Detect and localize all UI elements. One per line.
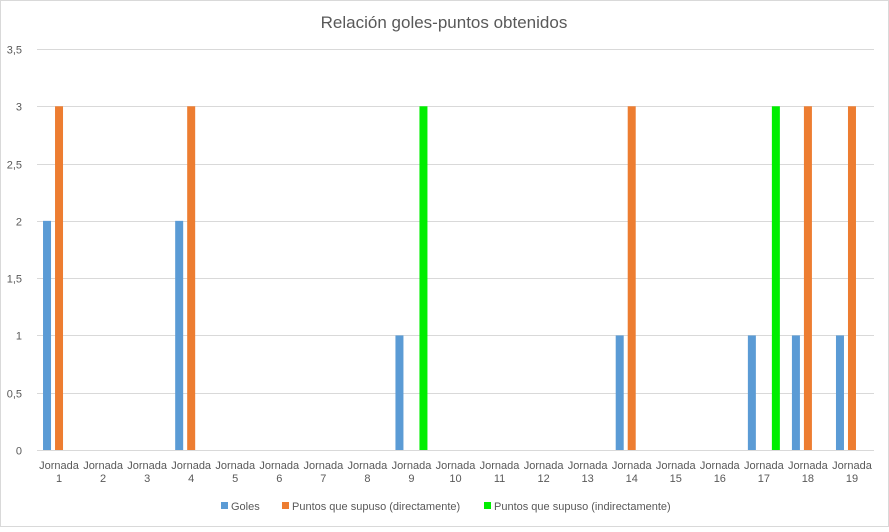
legend-label: Puntos que supuso (indirectamente) bbox=[494, 501, 671, 513]
x-tick-label: Jornada 14 bbox=[612, 460, 653, 485]
x-tick-label: Jornada 16 bbox=[700, 460, 741, 485]
y-tick-label: 3 bbox=[16, 102, 22, 114]
bar-1-jornada-1 bbox=[43, 220, 52, 450]
bar-3-jornada-17 bbox=[771, 106, 780, 451]
x-tick-label: Jornada 9 bbox=[392, 460, 433, 485]
x-tick-label: Jornada 19 bbox=[832, 460, 873, 485]
bar-2-jornada-14 bbox=[627, 106, 636, 451]
bar-1-jornada-19 bbox=[835, 335, 844, 450]
y-tick-label: 2 bbox=[16, 217, 22, 229]
x-tick-label: Jornada 6 bbox=[259, 460, 300, 485]
x-tick-label: Jornada 12 bbox=[524, 460, 565, 485]
y-tick-label: 0,5 bbox=[7, 389, 22, 401]
legend-swatch bbox=[484, 502, 491, 509]
bar-2-jornada-19 bbox=[847, 106, 856, 451]
x-tick-label: Jornada 18 bbox=[788, 460, 829, 485]
y-tick-label: 0 bbox=[16, 446, 22, 458]
chart-title: Relación goles-puntos obtenidos bbox=[321, 13, 568, 32]
x-tick-label: Jornada 13 bbox=[568, 460, 609, 485]
x-tick-label: Jornada 1 bbox=[39, 460, 80, 485]
x-tick-label: Jornada 2 bbox=[83, 460, 124, 485]
legend-label: Puntos que supuso (directamente) bbox=[292, 501, 460, 513]
x-tick-label: Jornada 15 bbox=[656, 460, 697, 485]
x-tick-label: Jornada 4 bbox=[171, 460, 212, 485]
y-tick-label: 1,5 bbox=[7, 274, 22, 286]
bar-1-jornada-17 bbox=[747, 335, 756, 450]
legend-label: Goles bbox=[231, 501, 260, 513]
x-tick-label: Jornada 10 bbox=[436, 460, 477, 485]
y-tick-label: 2,5 bbox=[7, 160, 22, 172]
y-tick-label: 1 bbox=[16, 331, 22, 343]
legend: Goles Puntos que supuso (directamente) Pun… bbox=[221, 501, 671, 513]
bar-1-jornada-9 bbox=[395, 335, 404, 450]
bar-1-jornada-18 bbox=[791, 335, 800, 450]
bar-3-jornada-9 bbox=[419, 106, 428, 451]
y-tick-label: 3,5 bbox=[7, 45, 22, 57]
x-tick-label: Jornada 5 bbox=[215, 460, 256, 485]
x-tick-label: Jornada 7 bbox=[303, 460, 344, 485]
x-tick-label: Jornada 3 bbox=[127, 460, 168, 485]
legend-swatch bbox=[221, 502, 228, 509]
bar-2-jornada-4 bbox=[187, 106, 196, 451]
x-tick-label: Jornada 11 bbox=[480, 460, 521, 485]
x-tick-label: Jornada 17 bbox=[744, 460, 785, 485]
bar-2-jornada-1 bbox=[55, 106, 64, 451]
bar-1-jornada-14 bbox=[615, 335, 624, 450]
x-tick-label: Jornada 8 bbox=[348, 460, 389, 485]
bars bbox=[43, 106, 856, 451]
bar-2-jornada-18 bbox=[803, 106, 812, 451]
bar-1-jornada-4 bbox=[175, 220, 184, 450]
legend-swatch bbox=[282, 502, 289, 509]
y-axis-tick-labels: 0 0,5 1 1,5 2 2,5 3 3,5 bbox=[7, 45, 22, 458]
